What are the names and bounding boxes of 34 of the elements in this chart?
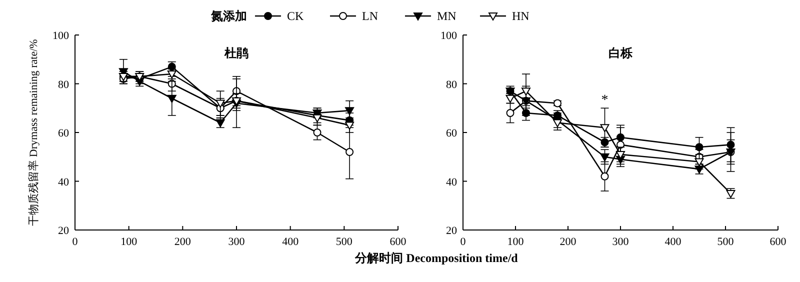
x-axis-title: 分解时间 Decomposition time/d	[354, 251, 518, 265]
y-tick-label: 60	[446, 128, 458, 140]
x-tick-label: 100	[507, 236, 524, 248]
x-tick-label: 500	[336, 236, 353, 248]
x-tick-label: 600	[770, 236, 787, 248]
x-tick-label: 300	[228, 236, 246, 248]
x-tick-label: 300	[612, 236, 630, 248]
x-tick-label: 600	[390, 236, 407, 248]
y-axis-title: 干物质残留率 Drymass remaining rate/%	[27, 39, 40, 226]
y-tick-label: 40	[58, 176, 70, 188]
y-tick-label: 20	[58, 225, 70, 237]
y-tick-label: 40	[446, 176, 458, 188]
annotation: *	[601, 93, 608, 108]
legend-title: 氮添加	[210, 9, 247, 23]
x-tick-label: 400	[282, 236, 300, 248]
y-tick-label: 60	[58, 128, 70, 140]
x-tick-label: 0	[72, 236, 78, 248]
y-tick-label: 100	[440, 30, 458, 42]
text: 白栎	[608, 46, 632, 60]
y-tick-label: 100	[52, 30, 70, 42]
x-tick-label: 200	[560, 236, 577, 248]
legend-label: MN	[437, 9, 457, 23]
x-tick-label: 100	[120, 236, 138, 248]
text: 杜鹃	[224, 46, 248, 60]
legend-label: HN	[512, 9, 530, 23]
x-tick-label: 0	[460, 236, 466, 248]
legend-label: LN	[362, 9, 378, 23]
x-tick-label: 200	[174, 236, 192, 248]
x-tick-label: 400	[664, 236, 682, 248]
y-tick-label: 80	[58, 78, 70, 91]
y-tick-label: 80	[446, 78, 458, 91]
x-tick-label: 500	[717, 236, 734, 248]
legend-label: CK	[287, 9, 304, 23]
y-tick-label: 20	[446, 225, 458, 237]
